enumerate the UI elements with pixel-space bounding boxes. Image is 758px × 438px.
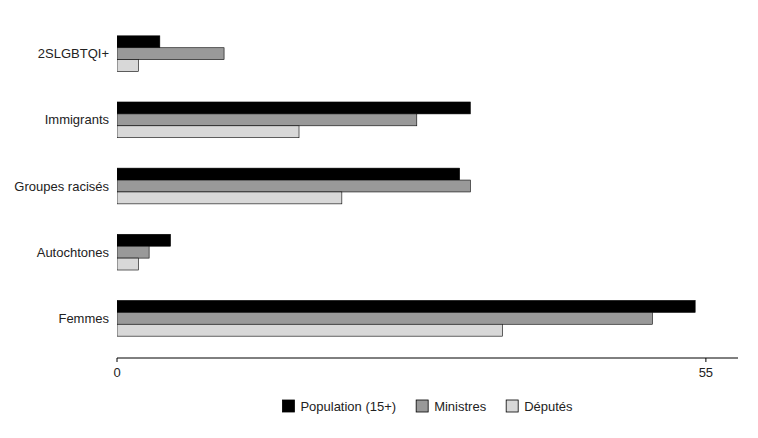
bar [117, 246, 149, 258]
bar [117, 180, 470, 192]
bar [117, 48, 224, 60]
bars [117, 36, 695, 336]
chart: 0 55 Femmes Autochtones Groupes racisés Immig… [0, 0, 758, 438]
legend-label: Population (15+) [300, 399, 396, 414]
x-tick [705, 358, 706, 362]
legend-label: Députés [524, 399, 573, 414]
x-tick-label: 55 [699, 365, 713, 380]
x-tick [117, 358, 118, 362]
category-label: Groupes racisés [14, 179, 109, 194]
bar [117, 324, 502, 336]
legend: Population (15+) Ministres Députés [282, 399, 573, 414]
bar [117, 300, 695, 312]
category-label: Immigrants [45, 112, 110, 127]
x-tick-label: 0 [113, 365, 120, 380]
category-label: Autochtones [37, 245, 110, 260]
bar [117, 234, 171, 246]
bar [117, 36, 160, 48]
category-label: 2SLGBTQI+ [38, 46, 109, 61]
bar [117, 258, 138, 270]
category-label: Femmes [58, 311, 109, 326]
x-axis-line [117, 358, 738, 359]
legend-swatch [506, 400, 518, 412]
legend-swatch [416, 400, 428, 412]
bar [117, 126, 299, 138]
bar [117, 168, 460, 180]
bar [117, 192, 342, 204]
bar [117, 102, 470, 114]
legend-swatch [282, 400, 294, 412]
bar [117, 60, 138, 72]
legend-label: Ministres [434, 399, 487, 414]
bar [117, 114, 417, 126]
bar [117, 312, 652, 324]
